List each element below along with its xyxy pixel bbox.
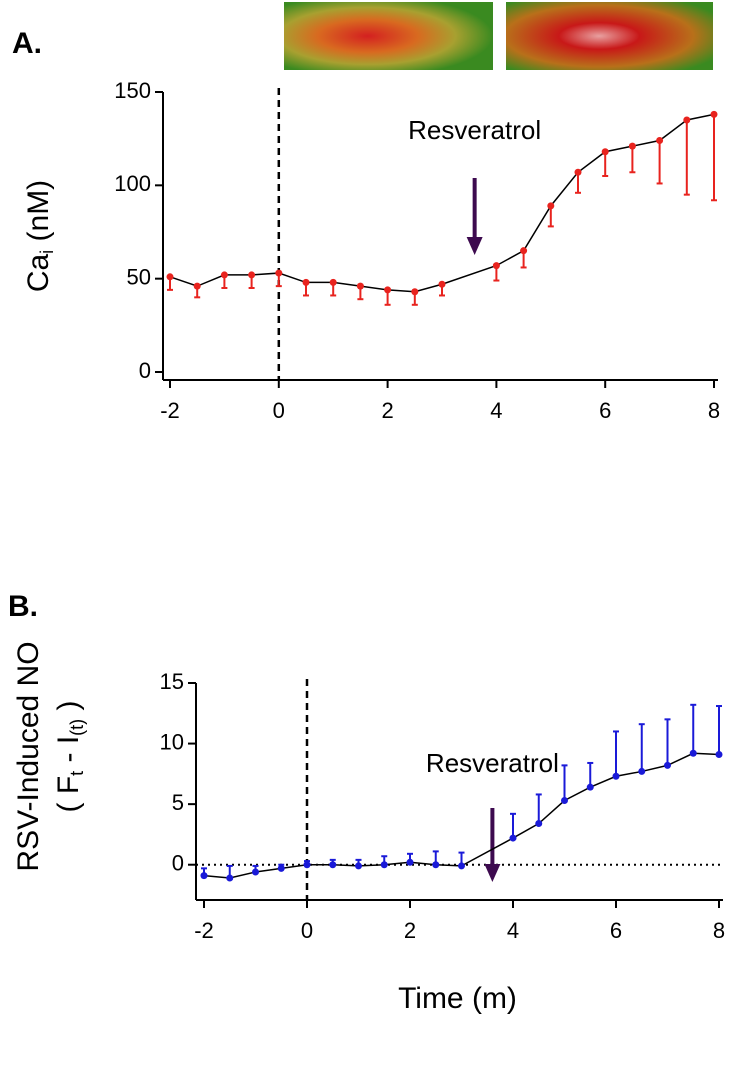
data-point — [520, 247, 528, 255]
x-tick-label: 2 — [381, 398, 393, 423]
data-point — [586, 783, 594, 791]
data-point — [220, 271, 228, 279]
y-axis-label: Cai (nM) — [22, 180, 57, 292]
y-tick-label: 5 — [172, 790, 184, 815]
thumbnail-image — [284, 2, 493, 70]
data-point — [535, 820, 543, 828]
y-label-part: t — [67, 771, 87, 776]
x-tick-label: 0 — [301, 918, 313, 943]
x-tick-label: -2 — [194, 918, 214, 943]
data-point — [612, 772, 620, 780]
data-point — [628, 142, 636, 150]
y-tick-label: 0 — [139, 358, 151, 383]
y-tick-label: 15 — [160, 669, 184, 694]
data-point — [689, 749, 697, 757]
data-point — [438, 280, 446, 288]
data-point — [715, 750, 723, 758]
y-label-main: Ca — [22, 254, 55, 293]
panel-label: A. — [12, 27, 42, 60]
data-point — [329, 861, 337, 869]
annotation: Resveratrol — [408, 115, 541, 145]
x-tick-label: 6 — [610, 918, 622, 943]
data-point — [656, 137, 664, 145]
data-point — [601, 148, 609, 156]
y-label-part: (t) — [67, 719, 87, 736]
data-point — [638, 767, 646, 775]
x-axis-label: Time (m) — [398, 982, 517, 1015]
data-point — [561, 797, 568, 805]
data-point — [277, 864, 285, 872]
data-point — [355, 862, 362, 870]
data-line — [169, 113, 715, 293]
y-label-part: ) — [52, 701, 85, 719]
x-tick-label: 2 — [404, 918, 416, 943]
data-point — [226, 874, 234, 882]
data-point — [200, 872, 208, 880]
data-point — [406, 858, 414, 866]
y-label-sub: i — [37, 250, 57, 254]
data-point — [329, 278, 337, 286]
y-axis-label: ( Ft - I(t) ) — [52, 701, 87, 813]
y-label-part: - I — [52, 736, 85, 771]
arrow-head — [466, 237, 483, 255]
data-point — [492, 262, 500, 270]
data-point — [380, 861, 388, 869]
data-point — [252, 868, 259, 876]
y-tick-label: 100 — [114, 171, 151, 196]
x-tick-label: 0 — [273, 398, 285, 423]
data-line — [203, 752, 720, 879]
data-point — [302, 278, 310, 286]
x-tick-label: 4 — [490, 398, 502, 423]
data-point — [458, 862, 465, 870]
y-axis-label: RSV-Induced NO — [12, 641, 45, 871]
x-tick-label: 6 — [599, 398, 611, 423]
data-point — [411, 288, 419, 296]
data-point — [547, 202, 555, 210]
data-point — [683, 116, 691, 124]
annotation: Resveratrol — [426, 748, 559, 778]
data-point — [384, 286, 392, 294]
x-tick-label: 8 — [708, 398, 720, 423]
y-tick-label: 10 — [160, 729, 184, 754]
panel-label: B. — [8, 590, 38, 623]
x-tick-label: -2 — [160, 398, 180, 423]
y-tick-label: 50 — [127, 264, 151, 289]
data-point — [303, 861, 311, 869]
data-point — [166, 273, 174, 281]
y-label-unit: (nM) — [22, 180, 55, 250]
data-point — [710, 110, 718, 118]
data-point — [664, 761, 671, 769]
data-point — [574, 168, 582, 176]
y-tick-label: 0 — [172, 851, 184, 876]
data-point — [509, 834, 517, 842]
x-tick-label: 8 — [713, 918, 725, 943]
data-point — [275, 269, 283, 277]
y-tick-label: 150 — [114, 78, 151, 103]
data-point — [193, 282, 201, 290]
data-point — [432, 861, 440, 869]
thumbnail-image — [506, 2, 713, 70]
data-point — [356, 282, 364, 290]
y-label-part: ( F — [52, 776, 85, 813]
x-tick-label: 4 — [507, 918, 519, 943]
data-point — [248, 271, 256, 279]
arrow-head — [484, 864, 501, 882]
